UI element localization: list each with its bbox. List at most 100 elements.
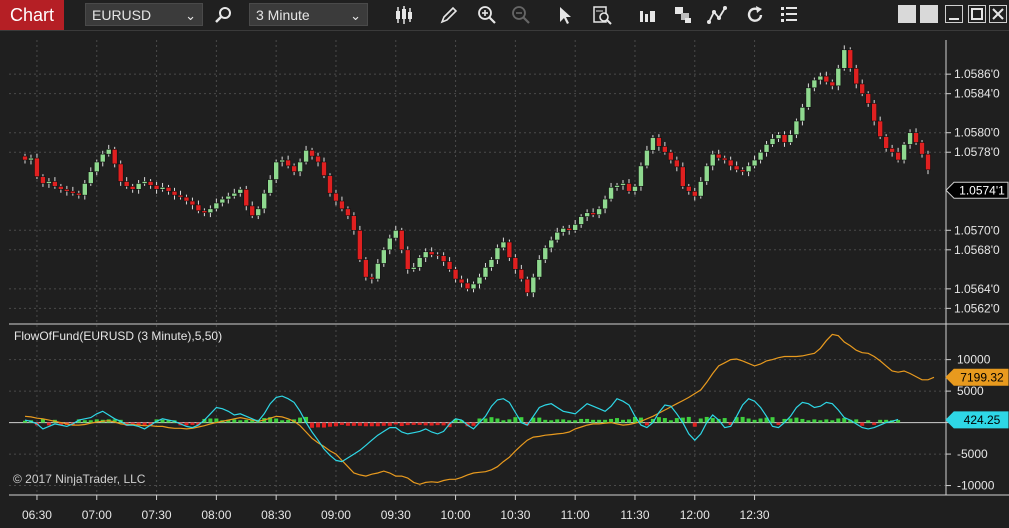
flow-bar xyxy=(82,420,87,423)
bar-type-icon[interactable] xyxy=(393,4,415,26)
flow-bar xyxy=(214,418,219,423)
interval-selector[interactable]: 3 Minute ⌄ xyxy=(249,3,368,26)
time-tick-label: 07:30 xyxy=(142,508,172,522)
zoom-in-icon[interactable] xyxy=(476,4,498,26)
tile-windows-icon[interactable] xyxy=(672,4,694,26)
flow-bar xyxy=(842,418,847,423)
candle xyxy=(733,165,740,171)
slow-value-marker: 7199.32 xyxy=(945,368,1009,386)
candle xyxy=(291,165,297,173)
candle xyxy=(703,165,710,182)
flow-bar xyxy=(232,419,237,423)
candle xyxy=(446,261,453,270)
flow-bar xyxy=(794,417,799,423)
flow-bar xyxy=(543,419,548,423)
candle xyxy=(596,208,602,215)
flow-bar xyxy=(304,416,309,423)
candle xyxy=(111,148,118,165)
candle xyxy=(662,146,668,153)
maximize-button[interactable] xyxy=(968,5,986,23)
time-grid xyxy=(36,40,756,495)
time-tick-label: 10:30 xyxy=(500,508,530,522)
window-title: Chart xyxy=(0,0,64,30)
flow-bar xyxy=(788,418,793,423)
candle xyxy=(363,259,369,278)
window-color-button-2[interactable] xyxy=(920,5,938,23)
reload-icon[interactable] xyxy=(744,4,766,26)
flow-bar xyxy=(734,417,739,423)
flow-bar xyxy=(46,422,51,426)
flow-bar xyxy=(812,419,817,423)
candle xyxy=(129,186,136,190)
flow-bar xyxy=(872,422,877,425)
order-panel-icon[interactable] xyxy=(636,4,658,26)
minimize-button[interactable] xyxy=(945,5,963,23)
candle xyxy=(404,249,411,270)
pointer-icon[interactable] xyxy=(554,4,576,26)
zoom-out-icon[interactable] xyxy=(510,4,532,26)
close-button[interactable] xyxy=(989,5,1007,23)
candle xyxy=(799,107,806,122)
candle xyxy=(787,134,794,143)
candle xyxy=(542,247,549,260)
flow-bar xyxy=(429,422,434,426)
flow-bar xyxy=(471,422,476,426)
window-color-button[interactable] xyxy=(898,5,916,23)
time-tick-label: 12:30 xyxy=(740,508,770,522)
flow-bar xyxy=(752,419,757,423)
candle xyxy=(841,49,848,69)
flow-bar xyxy=(244,419,249,423)
data-box-icon[interactable] xyxy=(591,4,613,26)
candle xyxy=(913,132,919,143)
candle xyxy=(237,189,244,194)
flow-bar xyxy=(621,419,626,423)
chevron-down-icon: ⌄ xyxy=(350,8,361,23)
candle xyxy=(608,187,614,200)
flow-bar xyxy=(489,417,494,423)
candle xyxy=(889,148,895,153)
flow-bar xyxy=(896,420,901,423)
chart-area[interactable]: 1.0586'0 1.0584'0 1.0580'0 1.0578'0 1.0570'0… xyxy=(9,40,1009,528)
flow-bar xyxy=(800,418,805,423)
candle xyxy=(644,149,650,167)
time-tick-label: 08:00 xyxy=(201,508,231,522)
candle xyxy=(249,205,256,216)
flow-bar xyxy=(280,420,285,423)
candle xyxy=(685,186,692,192)
drawing-pencil-icon[interactable] xyxy=(438,4,460,26)
flow-bar xyxy=(501,420,506,423)
candle xyxy=(650,137,656,151)
flow-bar xyxy=(836,418,841,423)
instrument-selector[interactable]: EURUSD ⌄ xyxy=(85,3,203,26)
flow-bar xyxy=(387,422,392,426)
candle xyxy=(213,202,220,210)
flow-bar xyxy=(196,422,201,426)
candle xyxy=(865,93,871,104)
search-icon[interactable] xyxy=(212,4,234,26)
flow-bar xyxy=(662,418,667,423)
candle xyxy=(506,241,513,258)
flow-bar xyxy=(507,419,512,423)
flow-bar xyxy=(758,418,763,423)
flow-bar xyxy=(591,419,596,423)
flow-bar xyxy=(399,422,404,427)
candle xyxy=(775,134,782,139)
candle xyxy=(82,183,88,196)
candle xyxy=(183,196,190,202)
candle xyxy=(674,159,680,168)
candle xyxy=(536,259,543,278)
copyright-text: © 2017 NinjaTrader, LLC xyxy=(13,472,146,486)
flow-bar xyxy=(369,422,374,427)
time-tick-label: 11:00 xyxy=(561,508,590,522)
strategy-icon[interactable] xyxy=(706,4,728,26)
candle xyxy=(530,276,537,294)
flow-bar xyxy=(585,418,590,423)
candle xyxy=(40,176,46,184)
candle xyxy=(189,200,196,206)
properties-icon[interactable] xyxy=(778,4,800,26)
flow-bar xyxy=(23,420,27,423)
candle xyxy=(823,75,830,83)
candle xyxy=(34,157,40,177)
candle xyxy=(871,103,877,122)
flow-bar xyxy=(351,422,356,426)
